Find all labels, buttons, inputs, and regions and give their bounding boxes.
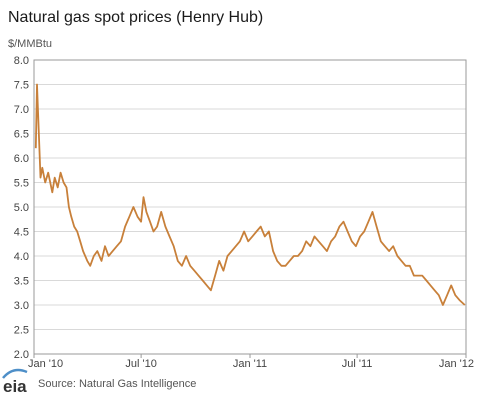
x-tick-label: Jan '12 [439,358,474,370]
series-layer [34,83,466,306]
x-tick-label: Jan '10 [28,358,63,370]
grid-lines [34,59,466,355]
y-tick-label: 7.0 [14,104,29,116]
logo-swoosh-icon [2,368,28,379]
y-tick-label: 3.0 [14,300,29,312]
source-note: Source: Natural Gas Intelligence [38,378,196,390]
eia-logo: eia [2,368,28,396]
series-line-0 [34,83,466,306]
x-tick-label: Jul '11 [342,358,373,370]
x-tick-label: Jul '10 [125,358,156,370]
logo-text: eia [3,377,27,396]
x-tick-label: Jan '11 [233,358,267,370]
y-tick-label: 6.5 [14,129,29,141]
y-tick-label: 4.5 [14,227,29,239]
y-axis-unit-label: $/MMBtu [8,38,52,50]
y-tick-label: 3.5 [14,276,29,288]
y-tick-label: 8.0 [14,55,29,67]
y-tick-label: 5.0 [14,202,29,214]
y-tick-label: 2.0 [14,349,29,361]
y-tick-label: 7.5 [14,80,29,92]
y-tick-label: 2.5 [14,325,29,337]
chart-title: Natural gas spot prices (Henry Hub) [8,9,263,26]
y-axis-ticks: 2.0 2.5 3.0 3.5 4.0 4.5 5.0 5.5 6.0 6.5 7.0 7.5 8.0 [14,55,29,361]
y-tick-label: 5.5 [14,178,29,190]
y-tick-label: 4.0 [14,251,29,263]
y-tick-label: 6.0 [14,153,29,165]
x-axis-ticks: Jan '10 Jul '10 Jan '11 Jul '11 Jan '12 [28,354,474,370]
